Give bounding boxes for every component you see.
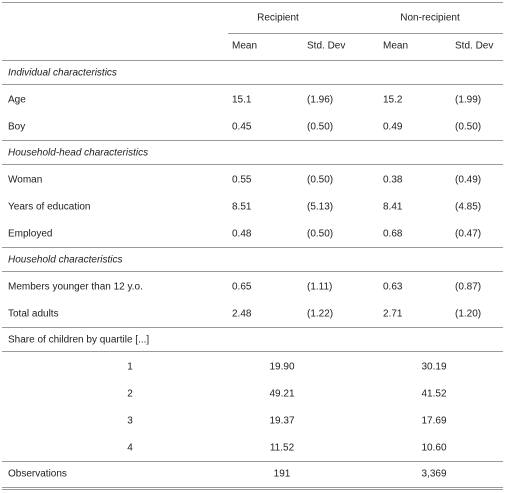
quartile-label: 4 [127, 443, 133, 454]
cell: (5.13) [307, 202, 333, 213]
quartile-label: 2 [127, 389, 133, 400]
cell: 17.69 [421, 416, 446, 427]
cell: (1.22) [307, 309, 333, 320]
column-header: Mean [232, 41, 257, 52]
cell: 3,369 [421, 469, 446, 480]
section-title: Household-head characteristics [8, 148, 148, 159]
cell: (0.49) [455, 175, 481, 186]
cell: (4.85) [455, 202, 481, 213]
cell: 15.2 [383, 95, 403, 106]
column-header: Std. Dev [307, 41, 345, 52]
row-label: Members younger than 12 y.o. [8, 282, 143, 293]
cell: (1.20) [455, 309, 481, 320]
row-label: Woman [8, 175, 42, 186]
cell: (1.11) [307, 282, 332, 293]
cell: 0.55 [232, 175, 252, 186]
cell: 0.45 [232, 122, 252, 133]
cell: 0.38 [383, 175, 403, 186]
row-label: Observations [8, 469, 67, 480]
cell: 10.60 [421, 443, 446, 454]
cell: 2.71 [383, 309, 403, 320]
group-header: Non-recipient [400, 13, 460, 24]
row-label: Age [8, 95, 26, 106]
cell: 0.65 [232, 282, 252, 293]
cell: 11.52 [270, 443, 295, 454]
cell: 30.19 [421, 362, 446, 373]
column-header: Std. Dev [455, 41, 493, 52]
cell: 41.52 [421, 389, 446, 400]
cell: 49.21 [269, 389, 294, 400]
cell: 8.51 [232, 202, 252, 213]
row-label: Employed [8, 229, 52, 240]
cell: (0.50) [307, 122, 333, 133]
cell: 19.37 [269, 416, 294, 427]
cell: 2.48 [232, 309, 252, 320]
section-title: Household characteristics [8, 255, 123, 266]
row-label: Total adults [8, 309, 59, 320]
section-title: Individual characteristics [8, 68, 117, 79]
cell: 8.41 [383, 202, 403, 213]
cell: 191 [274, 469, 291, 480]
quartile-label: 1 [127, 362, 133, 373]
cell: (0.50) [455, 122, 481, 133]
cell: (0.50) [307, 175, 333, 186]
cell: 15.1 [232, 95, 252, 106]
section-title: Share of children by quartile [...] [8, 335, 149, 346]
quartile-label: 3 [127, 416, 133, 427]
group-header: Recipient [257, 13, 299, 24]
cell: 19.90 [269, 362, 294, 373]
cell: (0.47) [455, 229, 481, 240]
cell: 0.68 [383, 229, 403, 240]
cell: (0.50) [307, 229, 333, 240]
cell: (1.96) [307, 95, 333, 106]
cell: 0.49 [383, 122, 403, 133]
cell: 0.63 [383, 282, 403, 293]
row-label: Years of education [8, 202, 90, 213]
cell: 0.48 [232, 229, 252, 240]
row-label: Boy [8, 122, 25, 133]
cell: (1.99) [455, 95, 481, 106]
cell: (0.87) [455, 282, 481, 293]
column-header: Mean [383, 41, 408, 52]
